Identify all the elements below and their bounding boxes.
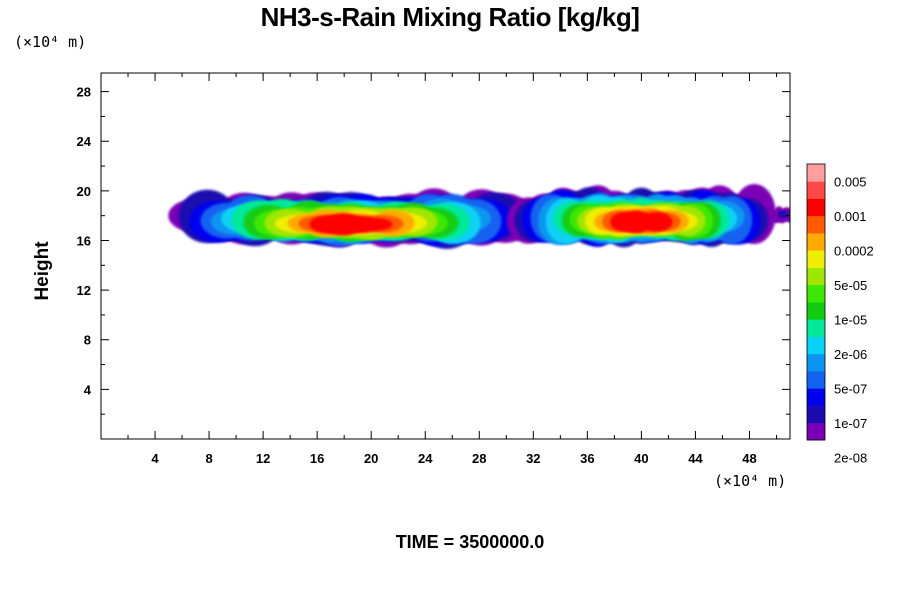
x-tick-label: 16: [310, 451, 324, 466]
x-tick-label: 36: [580, 451, 594, 466]
y-tick-label: 12: [77, 283, 91, 298]
y-tick-label: 4: [84, 382, 92, 397]
colorbar-label: 2e-08: [834, 450, 867, 465]
x-tick-label: 48: [742, 451, 756, 466]
cloud-region: [506, 184, 776, 248]
colorbar-label: 1e-05: [834, 312, 867, 327]
x-tick-label: 32: [526, 451, 540, 466]
x-tick-label: 20: [364, 451, 378, 466]
colorbar-swatch: [807, 267, 825, 286]
colorbar-swatch: [807, 233, 825, 251]
y-tick-label: 8: [84, 333, 91, 348]
x-tick-label: 44: [688, 451, 703, 466]
colorbar-swatch: [807, 302, 825, 320]
colorbar: 0.005 0.001 0.0002 5e-05 1e-05 2e-06 5e-07 1e-0…: [806, 163, 874, 465]
x-unit-label: (×10⁴ m): [714, 472, 787, 490]
contour-blob: [786, 211, 790, 223]
colorbar-swatch: [807, 405, 825, 424]
x-tick-label: 12: [256, 451, 270, 466]
mixing-ratio-field: [168, 184, 790, 249]
colorbar-frame: [806, 163, 826, 441]
cloud-region: [168, 188, 534, 249]
colorbar-label: 2e-06: [834, 347, 867, 362]
colorbar-swatch: [807, 198, 825, 217]
colorbar-label: 0.005: [834, 174, 867, 189]
chart-title: NH3-s-Rain Mixing Ratio [kg/kg]: [260, 2, 640, 32]
x-tick-label: 8: [205, 451, 212, 466]
colorbar-swatch: [807, 164, 825, 182]
colorbar-swatch: [807, 422, 825, 441]
x-tick-label: 4: [151, 451, 159, 466]
y-tick-label: 28: [77, 85, 91, 100]
colorbar-label: 1e-07: [834, 416, 867, 431]
y-tick-label: 16: [77, 233, 91, 248]
contour-blob: [643, 212, 673, 232]
colorbar-label: 0.0002: [834, 243, 874, 258]
colorbar-swatch: [807, 284, 825, 303]
x-tick-label: 28: [472, 451, 486, 466]
colorbar-label: 0.001: [834, 209, 867, 224]
colorbar-swatch: [807, 353, 825, 372]
colorbar-label: 5e-07: [834, 381, 867, 396]
y-tick-label: 20: [77, 184, 91, 199]
colorbar-swatch: [807, 336, 825, 355]
colorbar-swatch: [807, 215, 825, 234]
colorbar-swatch: [807, 371, 825, 389]
contour-blob: [354, 217, 393, 231]
x-tick-label: 24: [418, 451, 433, 466]
x-tick-label: 40: [634, 451, 648, 466]
y-unit-label: (×10⁴ m): [14, 33, 87, 51]
colorbar-swatch: [807, 319, 825, 337]
colorbar-label: 5e-05: [834, 278, 867, 293]
colorbar-swatch: [807, 250, 825, 268]
colorbar-swatch: [807, 181, 825, 199]
y-tick-label: 24: [77, 134, 92, 149]
cloud-region: [771, 206, 790, 224]
time-label: TIME = 3500000.0: [395, 532, 545, 552]
colorbar-swatch: [807, 388, 825, 406]
plot-frame: [100, 72, 791, 440]
